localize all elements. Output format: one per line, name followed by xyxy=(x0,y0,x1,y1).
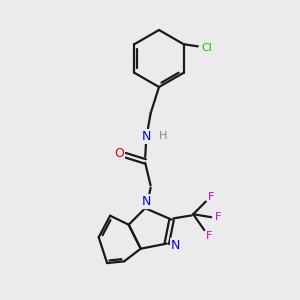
Text: F: F xyxy=(208,192,214,202)
Text: F: F xyxy=(214,212,221,222)
Text: H: H xyxy=(159,131,167,142)
Text: N: N xyxy=(171,238,181,252)
Text: O: O xyxy=(114,147,124,160)
Text: F: F xyxy=(206,231,212,241)
Text: N: N xyxy=(141,130,151,143)
Text: N: N xyxy=(142,195,151,208)
Text: Cl: Cl xyxy=(201,43,212,53)
